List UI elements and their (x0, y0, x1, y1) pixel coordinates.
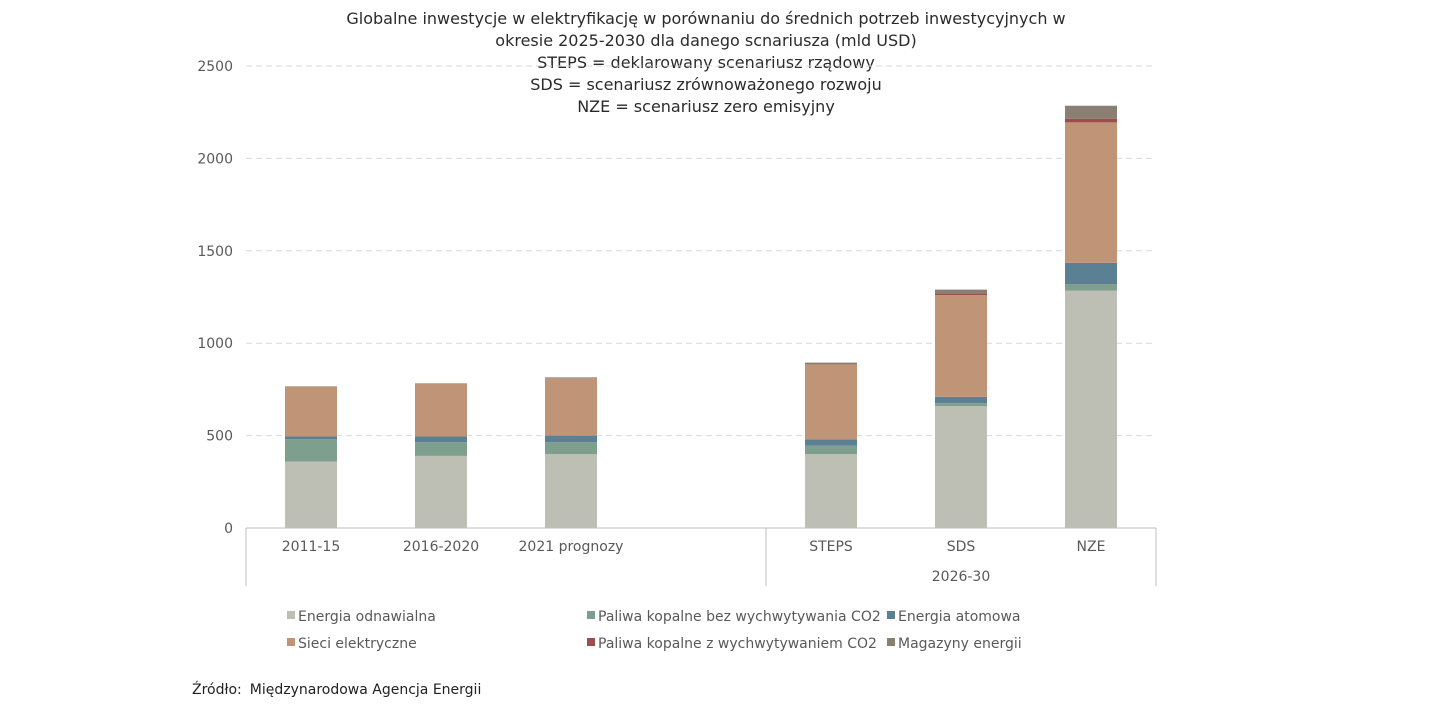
x-group-label: 2026-30 (932, 569, 991, 585)
chart-title: Globalne inwestycje w elektryfikację w p… (346, 9, 1065, 116)
bar-segment (935, 295, 987, 397)
chart-title-line: okresie 2025-2030 dla danego scnariusza … (495, 31, 916, 50)
bar-segment (805, 445, 857, 455)
legend: Energia odnawialna Paliwa kopalne bez wyc… (287, 609, 1022, 652)
legend-swatch (287, 638, 295, 646)
legend-label: Sieci elektryczne (298, 636, 417, 652)
chart-title-line: Globalne inwestycje w elektryfikację w p… (346, 9, 1065, 28)
x-tick-label: NZE (1077, 539, 1106, 555)
bar-segment (805, 439, 857, 446)
legend-swatch (287, 611, 295, 619)
legend-label: Energia atomowa (898, 609, 1021, 625)
bar-segment (285, 436, 337, 440)
bar-segment (415, 383, 467, 384)
bars (285, 105, 1117, 528)
bar-segment (805, 454, 857, 528)
gridlines (246, 65, 1156, 437)
bar-segment (1065, 105, 1117, 119)
legend-label: Energia odnawialna (298, 609, 436, 625)
bar-segment (1065, 284, 1117, 291)
legend-swatch (587, 638, 595, 646)
legend-swatch (887, 638, 895, 646)
y-tick-label: 2500 (197, 59, 233, 75)
bar-segment (415, 436, 467, 443)
x-tick-label: 2016-2020 (403, 539, 479, 555)
y-tick-label: 500 (206, 429, 233, 445)
bar-segment (545, 377, 597, 379)
y-axis-ticks: 0 500 1000 1500 2000 2500 (197, 59, 233, 537)
bar-segment (935, 289, 987, 294)
bar-segment (1065, 262, 1117, 285)
x-tick-label: 2011-15 (282, 539, 341, 555)
bar-segment (1065, 290, 1117, 528)
source-text: Międzynarodowa Agencja Energii (249, 682, 482, 698)
legend-label: Magazyny energii (898, 636, 1022, 652)
bar-segment (935, 396, 987, 404)
y-tick-label: 2000 (197, 151, 233, 167)
x-tick-label: STEPS (809, 539, 853, 555)
bar-segment (805, 364, 857, 440)
bar-segment (545, 378, 597, 436)
chart-title-line: SDS = scenariusz zrównoważonego rozwoju (530, 75, 882, 94)
bar-segment (935, 403, 987, 407)
bar-segment (935, 293, 987, 296)
legend-label: Paliwa kopalne bez wychwytywania CO2 (598, 609, 881, 625)
bar-segment (1065, 122, 1117, 263)
x-tick-label: SDS (947, 539, 976, 555)
bar-segment (415, 455, 467, 528)
bar-segment (285, 386, 337, 437)
x-axis: 2011-15 2016-2020 2021 prognozy STEPS SDS NZE… (245, 527, 1157, 586)
legend-swatch (587, 611, 595, 619)
x-tick-label: 2021 prognozy (519, 539, 624, 555)
source-label: Źródło: (192, 682, 242, 698)
chart-title-line: NZE = scenariusz zero emisyjny (577, 97, 835, 116)
y-tick-label: 1000 (197, 336, 233, 352)
bar-segment (935, 406, 987, 528)
bar-segment (415, 442, 467, 456)
bar-segment (545, 454, 597, 528)
source-note: Źródło: Międzynarodowa Agencja Energii (192, 682, 489, 698)
bar-segment (1065, 118, 1117, 123)
chart-title-line: STEPS = deklarowany scenariusz rządowy (537, 53, 875, 72)
bar-segment (805, 362, 857, 365)
bar-segment (285, 461, 337, 528)
bar-segment (415, 383, 467, 437)
legend-label: Paliwa kopalne z wychwytywaniem CO2 (598, 636, 877, 652)
bar-segment (545, 442, 597, 455)
bar-segment (545, 435, 597, 443)
y-tick-label: 0 (224, 521, 233, 537)
bar-segment (285, 439, 337, 462)
legend-swatch (887, 611, 895, 619)
y-tick-label: 1500 (197, 244, 233, 260)
